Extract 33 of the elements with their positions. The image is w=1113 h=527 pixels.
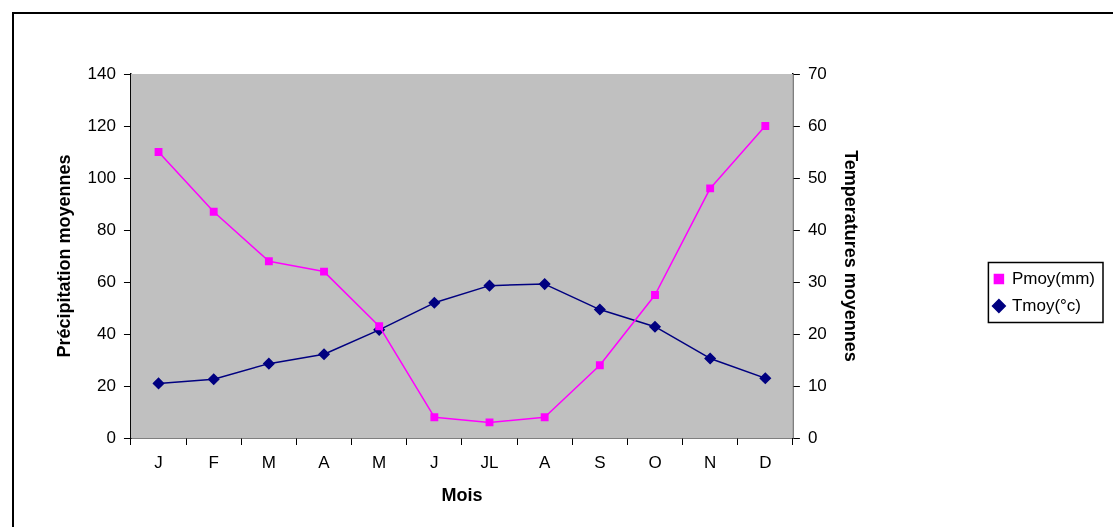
y-tick-label: 100: [87, 167, 116, 187]
y2-tick-label: 10: [807, 375, 827, 395]
x-tick-label: A: [318, 452, 331, 472]
y-tick-label: 120: [87, 115, 116, 135]
x-tick-label: S: [594, 452, 606, 472]
y-tick-label: 40: [97, 323, 116, 343]
x-tick-label: JL: [480, 452, 499, 472]
y-tick-label: 0: [106, 427, 116, 447]
y2-tick-label: 40: [807, 219, 827, 239]
y-tick-label: 60: [97, 271, 116, 291]
y2-tick-label: 50: [807, 167, 827, 187]
x-tick-label: M: [372, 452, 387, 472]
x-tick-label: M: [261, 452, 276, 472]
y2-tick-label: 70: [807, 63, 827, 83]
x-tick-label: O: [648, 452, 662, 472]
y-tick-label: 20: [97, 375, 116, 395]
y2-tick-label: 0: [807, 427, 818, 447]
x-tick-label: J: [430, 452, 439, 472]
y-tick-label: 80: [97, 219, 116, 239]
x-tick-label: D: [759, 452, 772, 472]
y-tick-label: 140: [87, 63, 116, 83]
x-tick-label: F: [208, 452, 219, 472]
y2-tick-label: 30: [807, 271, 827, 291]
y2-tick-label: 60: [807, 115, 827, 135]
x-axis-title: Mois: [441, 485, 483, 506]
y-axis-title: Précipitation moyennes: [53, 154, 74, 358]
x-tick-label: N: [704, 452, 717, 472]
y2-tick-label: 20: [807, 323, 827, 343]
x-tick-label: J: [154, 452, 163, 472]
legend-label: Pmoy(mm): [1011, 268, 1096, 288]
legend-label: Tmoy(°c): [1011, 295, 1082, 315]
y2-axis-title: Temperatures moyennes: [840, 150, 861, 362]
x-tick-label: A: [539, 452, 551, 472]
